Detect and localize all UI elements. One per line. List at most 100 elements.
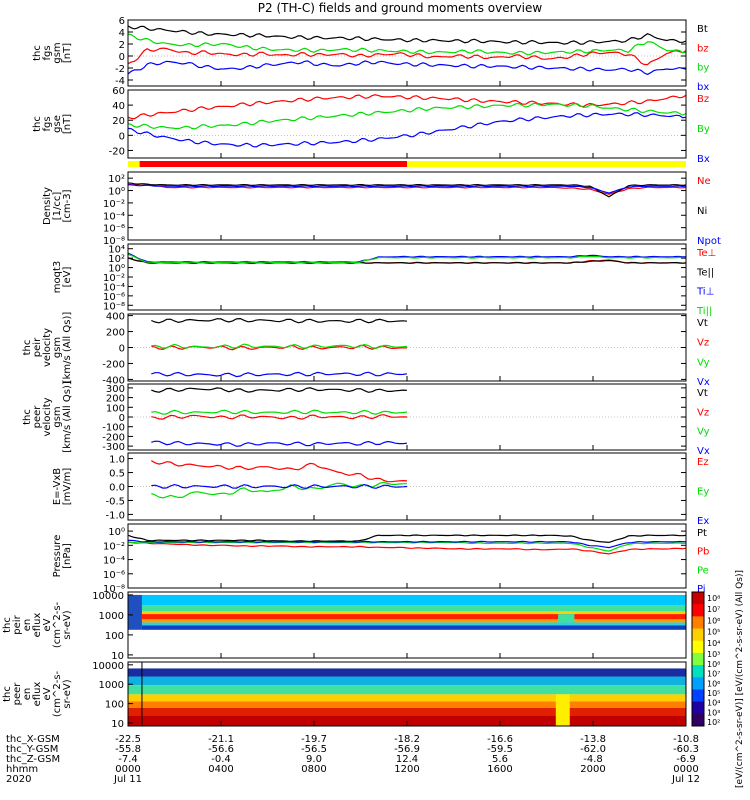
spectrogram-band	[128, 694, 686, 702]
legend-entry: Vt	[697, 318, 708, 329]
y-tick-label: -200	[102, 359, 125, 370]
y-axis-label-line: peir	[12, 614, 23, 634]
y-tick-label: 40	[112, 101, 125, 112]
legend-entry: Ez	[697, 457, 709, 468]
spectrogram-band	[141, 614, 686, 620]
y-tick-label: -0.5	[105, 496, 125, 507]
legend-entry: Pe	[697, 565, 709, 576]
x-axis-value: 0000	[115, 764, 140, 775]
colorbar-tick-label: 10³	[707, 708, 720, 717]
y-axis-label-line: sr-eV)	[62, 610, 73, 639]
series-line-vz	[151, 414, 408, 420]
y-tick-label: -20	[109, 146, 125, 157]
x-axis-value: -10.8	[673, 734, 699, 745]
x-axis-value: -0.4	[211, 754, 231, 765]
y-tick-label: 10⁻⁶	[103, 224, 125, 235]
y-axis-label-line: [mV/m]	[62, 468, 73, 506]
colorbar-tick-label: 10⁵	[707, 628, 720, 637]
y-tick-label: 1.0	[109, 455, 125, 466]
spectrogram-gap	[128, 594, 142, 630]
y-tick-label: 60	[112, 86, 125, 97]
colorbar-tick-label: 10⁴	[707, 639, 720, 648]
panel-density: Density[1/cc][cm-3]NeNiNpot10²10⁰10⁻²10⁻…	[42, 171, 721, 247]
y-axis-label: E=-VxB[mV/m]	[52, 468, 73, 506]
y-axis-label-line: peer	[32, 405, 43, 429]
y-axis-label-line: velocity	[42, 328, 53, 367]
y-axis-label-line: sr-eV)	[62, 679, 73, 708]
y-axis-label: thcfgsgse[nT]	[32, 114, 73, 134]
y-tick-label: 10⁻⁸	[103, 584, 125, 595]
mode-bar-segment	[407, 161, 686, 167]
y-axis-label-line: eflux	[32, 613, 43, 638]
y-axis-label-line: en	[22, 619, 33, 632]
y-axis-label: thcfgsgsm[nT]	[32, 42, 73, 63]
series-line-vy	[151, 343, 408, 350]
colorbar-swatch	[692, 713, 704, 727]
y-tick-label: 10⁻⁸	[103, 236, 125, 247]
y-tick-label: -2	[115, 64, 125, 75]
series-line-pb	[127, 541, 687, 555]
panel-peer_spec: thcpeerenefluxeV(cm^2-s-sr-eV) 10000 1000 1…	[2, 661, 687, 730]
colorbar-tick-label: 10³	[707, 650, 720, 659]
y-tick-label: 0.0	[109, 483, 125, 494]
y-axis-label-line: thc	[32, 116, 43, 132]
y-axis-label: thcpeirvelocitygsm[km/s (All Qs)]	[22, 312, 73, 384]
y-axis-label-line: fgs	[42, 116, 53, 131]
y-tick-label: 200	[106, 328, 125, 339]
spectrogram-feature	[558, 614, 575, 623]
legend-entry: Te⊥	[696, 248, 716, 259]
y-tick-label: 100	[106, 403, 125, 414]
colorbar-swatch	[692, 701, 704, 715]
y-tick-label: -4	[115, 76, 125, 87]
series-line-vx	[151, 371, 408, 378]
series-line-ey	[151, 481, 408, 499]
panel-peer_velocity: thcpeervelocitygsm[km/s (All Qs)] Vt Vz Vy V…	[22, 381, 710, 457]
y-axis-label-line: (cm^2-s-	[52, 601, 63, 648]
spectrogram-band	[128, 685, 686, 695]
legend-entry: Ey	[697, 487, 709, 498]
colorbar-swatch	[692, 689, 704, 703]
y-axis-label-line: gse	[52, 115, 63, 133]
legend-entry: Vt	[697, 388, 708, 399]
colorbar-tick-label: 10⁴	[707, 699, 720, 708]
spectrogram-band	[141, 594, 686, 606]
y-axis-label-line: thc	[2, 617, 13, 633]
y-axis-label: thcpeerenefluxeV(cm^2-s-sr-eV)	[2, 670, 73, 717]
y-tick-label: 0	[119, 52, 125, 63]
y-tick-label: 10⁻²	[103, 199, 125, 210]
colorbar-tick-label: 10⁸	[707, 660, 720, 669]
y-tick-label: 10⁻⁸	[103, 301, 125, 312]
mode-bar-segment	[139, 161, 407, 167]
spectrogram-band	[128, 668, 686, 677]
y-tick-label: -400	[102, 375, 125, 386]
y-tick-label: 0	[119, 344, 125, 355]
x-axis-value: -62.0	[580, 744, 606, 755]
y-axis-label-line: gsm	[52, 337, 63, 358]
panel-frame	[127, 523, 687, 589]
panel-frame	[127, 89, 687, 159]
colorbar-tick-label: 10⁶	[707, 616, 720, 625]
y-axis-label-line: Density	[42, 187, 53, 225]
spectrogram-band	[128, 715, 686, 726]
y-axis-label-line: gsm	[52, 406, 63, 427]
panel-peir_velocity: thcpeirvelocitygsm[km/s (All Qs)] Vt Vz Vy V…	[22, 312, 710, 388]
y-tick-label: 10⁴	[108, 245, 125, 256]
y-tick-label: 1000	[99, 680, 124, 691]
legend-entry: Vx	[697, 377, 710, 388]
colorbar-tick-label: 10⁸	[707, 594, 720, 603]
legend-entry: Bx	[697, 154, 710, 165]
y-tick-label: -300	[102, 442, 125, 453]
spectrogram-band	[141, 619, 686, 623]
legend-entry: Npot	[697, 236, 721, 247]
colorbar: 10⁸10⁷10⁶10⁵10⁴10³10⁸10⁷10⁶10⁵10⁴10³10²[…	[691, 570, 745, 788]
series-line-ne	[127, 183, 687, 195]
x-axis-row-label: thc_X-GSM	[6, 734, 60, 745]
y-tick-label: 10⁻⁶	[103, 570, 125, 581]
y-tick-label: 100	[105, 700, 124, 711]
y-axis-label-line: eV	[42, 687, 53, 700]
colorbar-swatch	[692, 665, 704, 678]
mode-bar	[128, 161, 686, 167]
colorbar-swatch	[692, 652, 704, 666]
legend-entry: Vz	[697, 338, 709, 349]
